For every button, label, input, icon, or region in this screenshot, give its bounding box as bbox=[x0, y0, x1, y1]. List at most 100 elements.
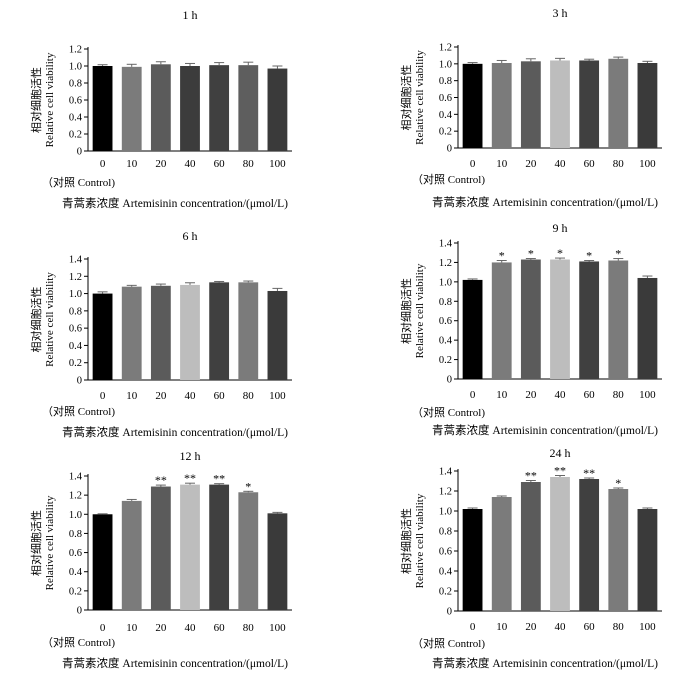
y-tick-label: 0.6 bbox=[69, 96, 82, 107]
y-tick-label: 1.2 bbox=[69, 491, 82, 502]
bar bbox=[608, 58, 629, 148]
bar bbox=[209, 65, 230, 151]
bar bbox=[462, 509, 483, 611]
x-tick-label: 60 bbox=[214, 622, 226, 634]
x-tick-label: 100 bbox=[639, 389, 656, 401]
y-tick-label: 0.2 bbox=[69, 358, 82, 369]
bar bbox=[550, 259, 570, 379]
control-note: （对照 Control) bbox=[42, 404, 115, 418]
bar bbox=[520, 482, 541, 611]
y-axis-label-cn: 相对细胞活性 bbox=[399, 508, 413, 574]
bar bbox=[238, 282, 259, 380]
x-tick-label: 60 bbox=[584, 621, 596, 633]
x-tick-label: 40 bbox=[555, 389, 567, 401]
chart-title: 6 h bbox=[183, 229, 198, 243]
y-tick-label: 1.2 bbox=[439, 43, 452, 54]
significance-mark: * bbox=[499, 248, 505, 262]
y-tick-label: 0 bbox=[447, 607, 452, 618]
x-tick-label: 10 bbox=[496, 621, 508, 633]
bar bbox=[462, 63, 483, 149]
bar bbox=[520, 259, 541, 379]
y-tick-label: 0.2 bbox=[439, 127, 452, 138]
bar bbox=[520, 61, 541, 148]
bar bbox=[267, 68, 288, 151]
bar bbox=[180, 284, 200, 380]
control-note: （对照 Control) bbox=[42, 635, 115, 649]
y-axis-label-en: Relative cell viability bbox=[44, 272, 56, 367]
bar bbox=[92, 66, 113, 151]
x-tick-label: 20 bbox=[155, 622, 167, 634]
y-tick-label: 0 bbox=[447, 375, 452, 386]
bar bbox=[150, 285, 171, 380]
control-note: （对照 Control) bbox=[412, 405, 485, 419]
y-tick-label: 1.4 bbox=[69, 472, 83, 483]
bar bbox=[92, 514, 113, 610]
control-note: （对照 Control) bbox=[412, 172, 485, 186]
bar bbox=[238, 492, 259, 610]
bar bbox=[608, 489, 629, 611]
chart-title: 3 h bbox=[553, 6, 568, 20]
x-tick-label: 10 bbox=[496, 158, 508, 170]
x-axis-label: 青蒿素浓度 Artemisinin concentration/(μmol/L) bbox=[432, 656, 658, 670]
y-tick-label: 1.2 bbox=[439, 487, 452, 498]
y-tick-label: 0.2 bbox=[439, 587, 452, 598]
bar bbox=[637, 509, 658, 611]
x-tick-label: 60 bbox=[584, 158, 596, 170]
y-axis-label: 相对细胞活性 Relative cell viability bbox=[399, 50, 426, 145]
x-tick-label: 60 bbox=[214, 158, 226, 170]
y-tick-label: 0.2 bbox=[439, 355, 452, 366]
y-tick-label: 0.8 bbox=[439, 527, 452, 538]
significance-mark: ** bbox=[583, 466, 595, 480]
bar bbox=[579, 479, 600, 611]
significance-mark: * bbox=[528, 247, 534, 261]
y-tick-label: 0.4 bbox=[69, 113, 83, 124]
chart-title: 9 h bbox=[553, 221, 568, 235]
y-axis-label-en: Relative cell viability bbox=[44, 495, 56, 590]
y-tick-label: 0.4 bbox=[69, 341, 83, 352]
y-tick-label: 0.8 bbox=[69, 79, 82, 90]
bar bbox=[462, 279, 483, 379]
y-tick-label: 1.2 bbox=[69, 45, 82, 56]
y-tick-label: 1.0 bbox=[439, 59, 452, 70]
y-tick-label: 0.4 bbox=[439, 110, 453, 121]
y-axis-label: 相对细胞活性 Relative cell viability bbox=[29, 272, 56, 367]
y-tick-label: 0.2 bbox=[69, 130, 82, 141]
chart-panel-5: 24 h 相对细胞活性 Relative cell viability 0 0.2 0.4… bbox=[399, 446, 662, 670]
y-axis-label-cn: 相对细胞活性 bbox=[29, 67, 43, 133]
x-tick-label: 10 bbox=[126, 158, 138, 170]
y-tick-label: 0.2 bbox=[69, 586, 82, 597]
bar bbox=[238, 65, 259, 151]
x-tick-label: 40 bbox=[555, 158, 567, 170]
bar bbox=[121, 66, 142, 151]
control-note: （对照 Control) bbox=[412, 636, 485, 650]
x-tick-label: 100 bbox=[639, 621, 656, 633]
bar bbox=[608, 260, 629, 379]
y-axis-label: 相对细胞活性 Relative cell viability bbox=[29, 52, 56, 147]
x-tick-label: 0 bbox=[470, 389, 476, 401]
y-tick-label: 1.4 bbox=[439, 239, 453, 250]
x-axis-label: 青蒿素浓度 Artemisinin concentration/(μmol/L) bbox=[432, 195, 658, 209]
y-tick-label: 0.6 bbox=[439, 547, 452, 558]
x-tick-label: 0 bbox=[100, 390, 106, 402]
bar bbox=[209, 484, 230, 610]
y-axis-label-en: Relative cell viability bbox=[414, 493, 426, 588]
x-tick-label: 80 bbox=[243, 390, 255, 402]
x-axis-label: 青蒿素浓度 Artemisinin concentration/(μmol/L) bbox=[62, 425, 288, 439]
significance-mark: * bbox=[615, 247, 621, 261]
y-axis-label-cn: 相对细胞活性 bbox=[29, 510, 43, 576]
y-tick-label: 0.8 bbox=[69, 529, 82, 540]
y-tick-label: 0 bbox=[77, 606, 82, 617]
chart-panel-0: 1 h 相对细胞活性 Relative cell viability 0 0.2 0.4 0… bbox=[29, 8, 292, 210]
y-tick-label: 1.4 bbox=[439, 467, 453, 478]
x-tick-label: 80 bbox=[613, 621, 625, 633]
chart-panel-4: 12 h 相对细胞活性 Relative cell viability 0 0.2 0.4… bbox=[29, 449, 292, 670]
chart-panel-3: 9 h 相对细胞活性 Relative cell viability 0 0.2 0.4 0… bbox=[399, 221, 662, 437]
significance-mark: ** bbox=[184, 471, 196, 485]
y-axis-label-en: Relative cell viability bbox=[44, 52, 56, 147]
significance-mark: ** bbox=[155, 473, 167, 487]
x-tick-label: 20 bbox=[155, 158, 167, 170]
bar bbox=[550, 477, 570, 611]
bar bbox=[267, 290, 288, 380]
y-tick-label: 0.6 bbox=[439, 93, 452, 104]
